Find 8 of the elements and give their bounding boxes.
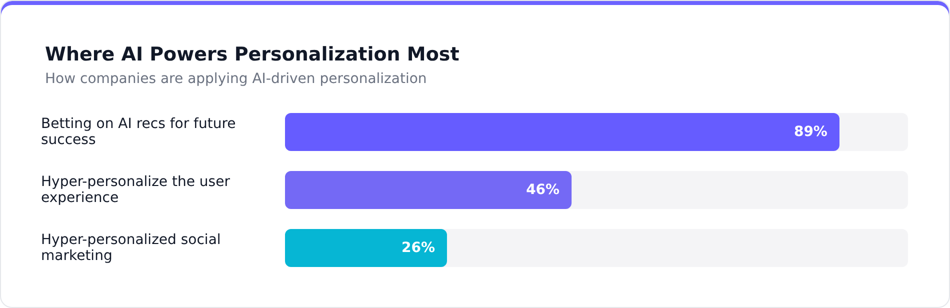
- data-label: 89%: [794, 124, 828, 140]
- data-label: 26%: [401, 240, 435, 256]
- y-tick-label: Hyper-personalize the user experience: [41, 174, 234, 206]
- chart-title: Where AI Powers Personalization Most: [45, 44, 460, 66]
- chart-subtitle: How companies are applying AI-driven personalization: [45, 71, 427, 87]
- y-tick-label: Hyper-personalized social marketing: [41, 232, 226, 264]
- data-label: 46%: [526, 182, 560, 198]
- y-tick-label: Betting on AI recs for future success: [41, 116, 240, 148]
